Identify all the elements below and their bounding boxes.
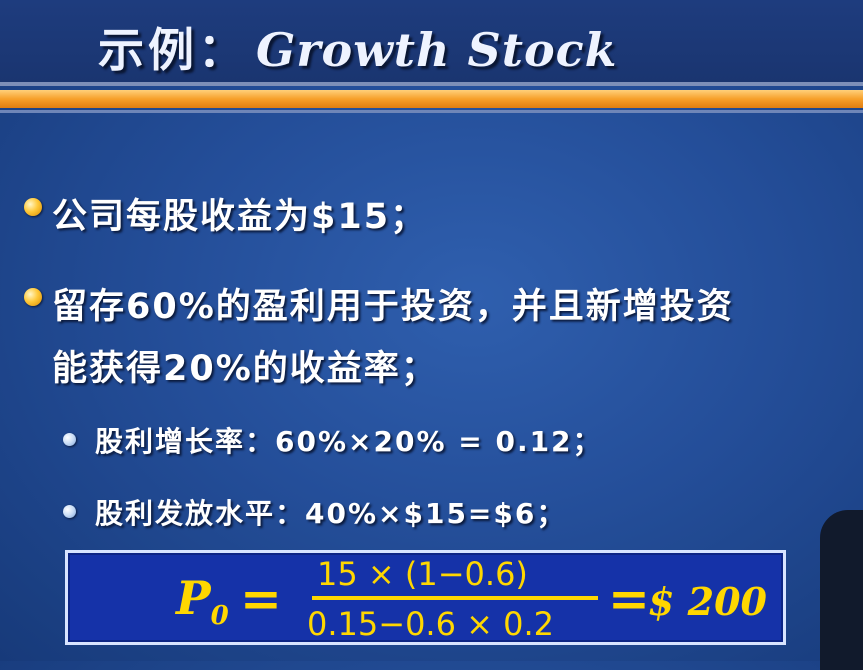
bullet-eps: 公司每股收益为$15； — [52, 197, 428, 237]
formula-result: $ 200 — [648, 579, 767, 624]
sub-bullet-dot-icon — [63, 505, 76, 518]
fraction-bar — [312, 596, 598, 600]
title-chinese: 示例： — [98, 23, 248, 77]
bullet-retention-cont: 能获得20%的收益率； — [52, 349, 438, 389]
page-title: 示例： Growth Stock — [98, 14, 618, 80]
formula-equals-2: = — [608, 569, 650, 628]
formula-numerator: 15 × (1−0.6) — [317, 555, 528, 593]
formula-denominator: 0.15−0.6 × 0.2 — [307, 605, 554, 643]
bullet-retention: 留存60%的盈利用于投资，并且新增投资 — [52, 287, 734, 327]
title-english: Growth Stock — [256, 23, 618, 77]
title-rule-bottom — [0, 110, 863, 113]
sub-bullet-dividend-level: 股利发放水平：40%×$15=$6； — [95, 497, 567, 530]
formula-equals: = — [240, 569, 282, 628]
sub-bullet-dot-icon — [63, 433, 76, 446]
bullet-dot-icon — [24, 288, 42, 306]
title-rule-orange — [0, 90, 863, 108]
title-bar — [0, 0, 863, 82]
bullet-dot-icon — [24, 198, 42, 216]
presenter-silhouette — [820, 510, 863, 670]
formula-box: P0 = 15 × (1−0.6) 0.15−0.6 × 0.2 = $ 200 — [65, 550, 786, 645]
formula-lhs: P0 — [176, 571, 229, 632]
sub-bullet-growth-rate: 股利增长率：60%×20% = 0.12； — [95, 425, 603, 458]
title-rule-top — [0, 82, 863, 86]
